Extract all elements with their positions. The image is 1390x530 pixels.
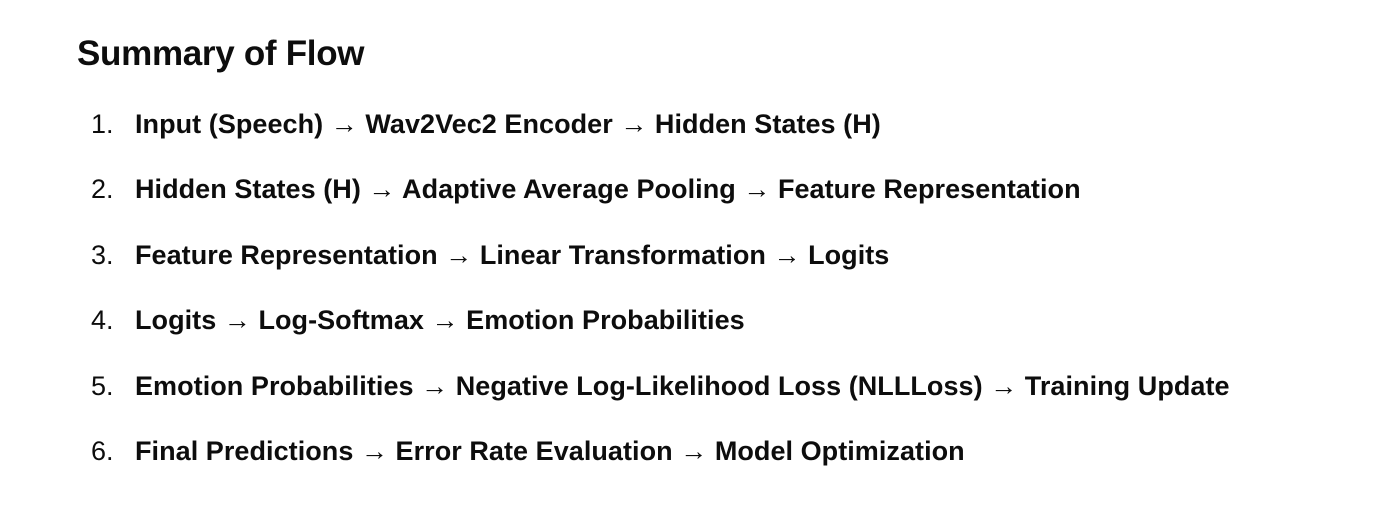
step-text: Final Predictions → Error Rate Evaluatio… <box>135 435 965 466</box>
step-text: Logits → Log-Softmax → Emotion Probabili… <box>135 305 745 336</box>
step-text: Feature Representation → Linear Transfor… <box>135 239 890 270</box>
step-number: 4. <box>91 305 114 336</box>
step-text: Hidden States (H) → Adaptive Average Poo… <box>135 174 1081 205</box>
step-number: 1. <box>91 109 114 139</box>
step-text: Emotion Probabilities → Negative Log-Lik… <box>135 370 1230 401</box>
document-content: Summary of Flow 1. Input (Speech) → Wav2… <box>77 30 1377 466</box>
step-text: Input (Speech) → Wav2Vec2 Encoder → Hidd… <box>135 109 881 139</box>
step-number: 3. <box>91 239 114 270</box>
step-number: 6. <box>91 435 114 466</box>
step-number: 2. <box>91 174 114 205</box>
section-heading: Summary of Flow <box>77 34 365 73</box>
step-number: 5. <box>91 370 114 401</box>
